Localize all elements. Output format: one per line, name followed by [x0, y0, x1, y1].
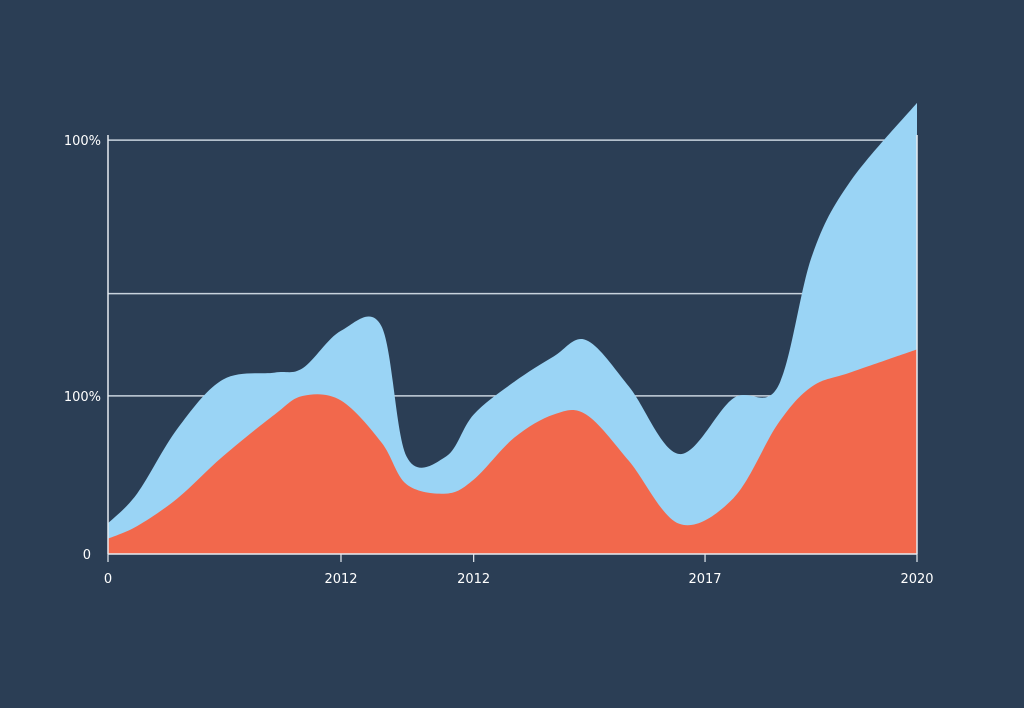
y-tick-label: 0: [83, 548, 91, 563]
x-tick-label: 0: [104, 572, 112, 587]
y-tick-label: 100%: [64, 390, 101, 405]
x-tick-label: 2012: [324, 572, 357, 587]
x-tick-label: 2012: [457, 572, 490, 587]
y-tick-label: 100%: [64, 134, 101, 149]
tick-labels: 0 2012 2012 2017 2020 0 100% 100%: [64, 134, 934, 587]
area-series-front: [108, 349, 917, 554]
x-tick-label: 2020: [900, 572, 933, 587]
axes: [107, 135, 918, 555]
x-tick-label: 2017: [688, 572, 721, 587]
area-series: [108, 102, 917, 555]
